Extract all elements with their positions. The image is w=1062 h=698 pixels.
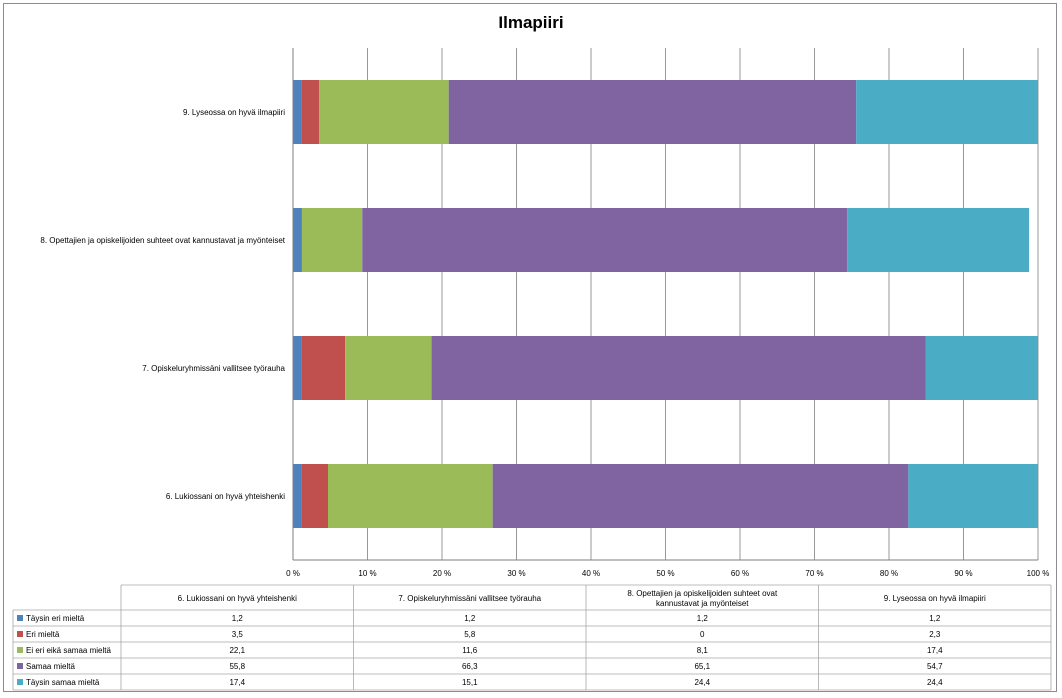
legend-label: Täysin eri mieltä bbox=[26, 614, 85, 623]
table-cell-value: 3,5 bbox=[232, 630, 244, 639]
x-tick-label: 80 % bbox=[880, 569, 898, 578]
bar-segment bbox=[301, 464, 329, 528]
table-cell-value: 66,3 bbox=[462, 662, 478, 671]
legend-label: Ei eri eikä samaa mieltä bbox=[26, 646, 111, 655]
x-tick-label: 90 % bbox=[954, 569, 972, 578]
table-cell-value: 11,6 bbox=[462, 646, 478, 655]
table-cell-value: 1,2 bbox=[697, 614, 709, 623]
table-cell-value: 24,4 bbox=[694, 678, 710, 687]
table-cell-value: 1,2 bbox=[464, 614, 476, 623]
legend-swatch bbox=[17, 679, 23, 685]
table-cell-value: 0 bbox=[700, 630, 705, 639]
category-label: 8. Opettajien ja opiskelijoiden suhteet … bbox=[40, 236, 285, 245]
table-cell-value: 54,7 bbox=[927, 662, 943, 671]
x-tick-label: 70 % bbox=[805, 569, 823, 578]
legend-swatch bbox=[17, 615, 23, 621]
table-cell-value: 2,3 bbox=[929, 630, 941, 639]
table-cell-value: 22,1 bbox=[229, 646, 245, 655]
table-cell-value: 8,1 bbox=[697, 646, 709, 655]
table-header: 9. Lyseossa on hyvä ilmapiiri bbox=[884, 594, 986, 603]
bar-segment bbox=[362, 208, 848, 272]
legend-swatch bbox=[17, 631, 23, 637]
table-cell-value: 15,1 bbox=[462, 678, 478, 687]
bar-segment bbox=[293, 336, 302, 400]
table-cell-value: 1,2 bbox=[232, 614, 244, 623]
table-header: 6. Lukiossani on hyvä yhteishenki bbox=[178, 594, 297, 603]
x-tick-label: 10 % bbox=[358, 569, 376, 578]
legend-swatch bbox=[17, 647, 23, 653]
table-cell-value: 55,8 bbox=[229, 662, 245, 671]
table-header: 8. Opettajien ja opiskelijoiden suhteet … bbox=[627, 589, 778, 608]
bar-segment bbox=[319, 80, 449, 144]
x-tick-label: 50 % bbox=[656, 569, 674, 578]
bar-segment bbox=[293, 464, 302, 528]
table-header: 7. Opiskeluryhmissäni vallitsee työrauha bbox=[398, 594, 541, 603]
bar-segment bbox=[431, 336, 926, 400]
x-tick-label: 100 % bbox=[1027, 569, 1050, 578]
table-cell-value: 24,4 bbox=[927, 678, 943, 687]
bar-segment bbox=[847, 208, 1030, 272]
table-cell-value: 17,4 bbox=[229, 678, 245, 687]
category-label: 7. Opiskeluryhmissäni vallitsee työrauha bbox=[142, 364, 285, 373]
bar-segment bbox=[345, 336, 432, 400]
chart-frame: Ilmapiiri 0 % 10 % 20 % 30 % 40 % 50 % 60 % 70 %… bbox=[3, 3, 1057, 692]
x-tick-label: 20 % bbox=[433, 569, 451, 578]
bar-segment bbox=[328, 464, 493, 528]
bar-segment bbox=[301, 80, 320, 144]
bar-segment bbox=[492, 464, 909, 528]
x-tick-label: 30 % bbox=[507, 569, 525, 578]
legend-label: Eri mieltä bbox=[26, 630, 60, 639]
legend-label: Samaa mieltä bbox=[26, 662, 75, 671]
bar-segment bbox=[301, 336, 346, 400]
bar-segment bbox=[293, 208, 302, 272]
table-cell-value: 5,8 bbox=[464, 630, 476, 639]
bar-segment bbox=[301, 208, 363, 272]
category-label: 9. Lyseossa on hyvä ilmapiiri bbox=[183, 108, 285, 117]
legend-swatch bbox=[17, 663, 23, 669]
bar-segment bbox=[908, 464, 1038, 528]
table-cell-value: 17,4 bbox=[927, 646, 943, 655]
category-label: 6. Lukiossani on hyvä yhteishenki bbox=[166, 492, 285, 501]
bar-segment bbox=[293, 80, 302, 144]
x-tick-label: 60 % bbox=[731, 569, 749, 578]
bar-segment bbox=[925, 336, 1038, 400]
bar-segment bbox=[856, 80, 1038, 144]
legend-label: Täysin samaa mieltä bbox=[26, 678, 100, 687]
bar-segment bbox=[448, 80, 857, 144]
x-tick-label: 40 % bbox=[582, 569, 600, 578]
table-cell-value: 65,1 bbox=[694, 662, 710, 671]
chart-svg: Ilmapiiri 0 % 10 % 20 % 30 % 40 % 50 % 60 % 70 %… bbox=[12, 13, 1052, 691]
chart-title: Ilmapiiri bbox=[498, 13, 563, 32]
table-cell-value: 1,2 bbox=[929, 614, 941, 623]
x-tick-label: 0 % bbox=[286, 569, 300, 578]
